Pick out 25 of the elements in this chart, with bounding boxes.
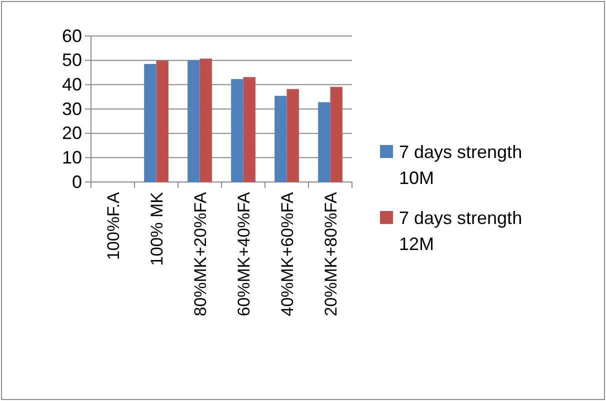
x-tick-label: 80%MK+20%FA [190,191,210,316]
y-tick-label: 0 [72,172,82,192]
bar [318,102,330,182]
y-tick-label: 50 [62,50,82,70]
y-tick-label: 10 [62,147,82,168]
x-tick-label: 100% MK [147,191,166,266]
bar [286,89,299,182]
bar [243,77,256,182]
bar [330,86,342,182]
bar [274,96,287,182]
bar [188,60,200,182]
legend-label: 7 days strength 10M [399,142,522,188]
legend-label: 7 days strength 12M [399,208,522,254]
x-tick-label: 60%MK+40%FA [234,191,254,316]
bar [200,58,212,182]
y-tick-label: 20 [62,123,82,144]
y-tick-label: 40 [62,74,82,94]
x-tick-label: 40%MK+60%FA [278,191,297,316]
x-tick-label: 20%MK+80%FA [321,191,340,316]
y-tick-label: 30 [62,98,82,119]
bar [144,64,156,182]
y-tick-label: 60 [62,26,82,46]
bar [231,79,244,182]
x-tick-label: 100%F.A [104,191,123,260]
bar [156,60,168,182]
